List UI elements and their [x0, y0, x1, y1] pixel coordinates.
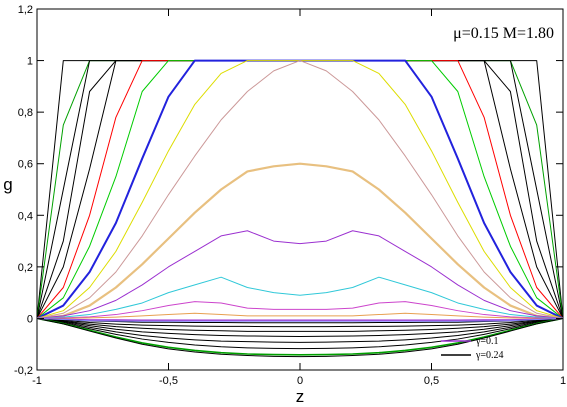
x-tick-label: -0,5	[159, 375, 178, 387]
series-line-15	[37, 317, 563, 324]
series-line-17	[37, 317, 563, 332]
y-tick-label: 0,4	[18, 210, 33, 222]
x-tick-label: -1	[32, 375, 42, 387]
x-tick-label: 0	[297, 375, 303, 387]
y-tick-label: 0	[27, 313, 33, 325]
series-line-20	[37, 317, 563, 350]
legend: γ=0.1 γ=0.24	[441, 336, 504, 361]
y-tick-label: -0,2	[14, 365, 33, 377]
series-line-13	[37, 301, 563, 319]
axes-layer: -1 -0,5 0 0,5 1 -0,2 0 0,2 0,4 0,6 0,8 1 1,2	[14, 4, 566, 387]
x-tick-label: 0,5	[424, 375, 439, 387]
y-axis-label: g	[3, 175, 12, 194]
series-line-10	[37, 162, 563, 320]
y-tick-label: 1	[27, 56, 33, 68]
series-line-19	[37, 317, 563, 343]
series-line-21	[37, 317, 563, 356]
series-layer	[37, 59, 563, 358]
series-line-23	[37, 317, 563, 321]
series-line-9	[37, 60, 563, 319]
y-tick-label: 0,8	[18, 107, 33, 119]
series-line-24	[37, 317, 563, 322]
legend-label-gamma-0.1: γ=0.1	[475, 336, 499, 347]
y-tick-label: 0,6	[18, 159, 33, 171]
series-line-18	[37, 317, 563, 337]
y-tick-label: 1,2	[18, 4, 33, 16]
y-tick-label: 0,2	[18, 262, 33, 274]
series-line-22	[37, 317, 563, 358]
series-line-14	[37, 312, 563, 319]
chart-annotation: μ=0.15 M=1.80	[453, 25, 554, 42]
series-line-16	[37, 317, 563, 328]
series-line-12	[37, 276, 563, 319]
series-line-11	[37, 230, 563, 319]
legend-label-gamma-0.24: γ=0.24	[475, 350, 504, 361]
x-tick-label: 1	[560, 375, 566, 387]
x-axis-label: z	[296, 387, 305, 406]
